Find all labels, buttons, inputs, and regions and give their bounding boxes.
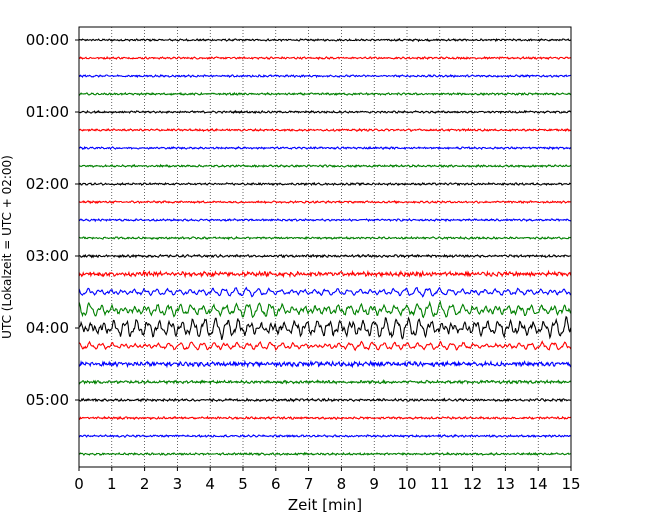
trace-line — [79, 55, 572, 61]
trace-line — [78, 340, 572, 352]
x-tick-label: 0 — [74, 475, 84, 493]
x-tick-label: 7 — [304, 475, 314, 493]
trace-line — [78, 315, 572, 340]
x-tick-label: 3 — [173, 475, 183, 493]
y-tick-label: 02:00 — [26, 175, 69, 193]
trace-line — [78, 235, 572, 241]
trace-line — [78, 217, 572, 223]
x-tick-label: 14 — [529, 475, 548, 493]
x-tick-label: 10 — [397, 475, 416, 493]
trace-line — [78, 199, 572, 205]
trace-group — [78, 37, 572, 457]
trace-line — [79, 109, 572, 115]
plot-frame — [78, 26, 572, 468]
trace-line — [78, 181, 572, 187]
grid-lines — [111, 27, 539, 467]
trace-line — [78, 415, 572, 421]
trace-line — [78, 451, 572, 457]
x-tick-label: 1 — [107, 475, 117, 493]
trace-line — [78, 269, 572, 279]
x-tick-label: 5 — [238, 475, 248, 493]
trace-line — [78, 253, 572, 259]
x-tick-label: 11 — [430, 475, 449, 493]
trace-line — [78, 91, 572, 97]
trace-line — [78, 359, 572, 369]
y-tick-label: 00:00 — [26, 31, 69, 49]
x-tick-label: 13 — [496, 475, 515, 493]
trace-line — [78, 286, 572, 298]
x-tick-label: 2 — [140, 475, 150, 493]
trace-line — [78, 433, 572, 439]
trace-line — [78, 397, 572, 403]
y-axis-ticks: 00:00 01:00 02:00 03:00 04:00 05:00 — [26, 31, 79, 409]
y-tick-label: 04:00 — [26, 319, 69, 337]
trace-line — [78, 145, 572, 151]
x-tick-label: 6 — [271, 475, 281, 493]
x-tick-label: 4 — [205, 475, 215, 493]
y-tick-label: 03:00 — [26, 247, 69, 265]
trace-line — [78, 163, 572, 169]
x-axis-ticks: 0 1 2 3 4 5 6 7 8 9 10 11 12 13 14 15 — [74, 467, 581, 493]
trace-line — [78, 127, 572, 133]
y-tick-label: 05:00 — [26, 391, 69, 409]
x-tick-label: 9 — [369, 475, 379, 493]
x-tick-label: 15 — [561, 475, 580, 493]
x-tick-label: 12 — [463, 475, 482, 493]
trace-line — [78, 73, 572, 79]
trace-line — [78, 378, 572, 386]
x-tick-label: 8 — [337, 475, 347, 493]
y-tick-label: 01:00 — [26, 103, 69, 121]
y-axis-label: UTC (Lokalzeit = UTC + 02:00) — [0, 155, 14, 339]
x-axis-label: Zeit [min] — [288, 496, 362, 514]
trace-line — [78, 37, 572, 43]
trace-line — [78, 300, 572, 319]
